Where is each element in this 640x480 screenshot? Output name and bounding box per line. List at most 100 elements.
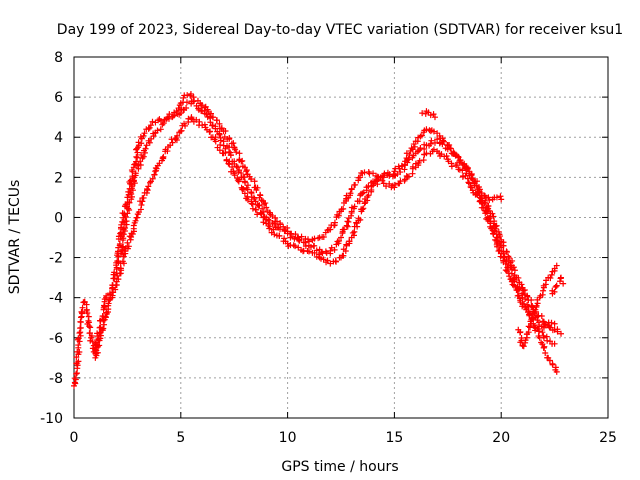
data-point (459, 167, 466, 174)
data-point (222, 149, 229, 156)
data-point (383, 183, 390, 190)
data-point (233, 149, 240, 156)
data-point (281, 226, 288, 233)
data-point (178, 127, 185, 134)
data-point (157, 126, 164, 133)
chart-title: Day 199 of 2023, Sidereal Day-to-day VTE… (57, 22, 623, 38)
data-point (222, 127, 229, 134)
data-point (140, 194, 147, 201)
data-point (122, 218, 129, 225)
data-point (508, 278, 515, 285)
data-point (115, 276, 122, 283)
data-point (519, 303, 526, 310)
data-point (553, 262, 560, 269)
data-point (418, 132, 425, 139)
x-axis-label: GPS time / hours (281, 459, 398, 475)
data-point (75, 342, 82, 349)
data-point (551, 320, 558, 327)
data-point (291, 235, 298, 242)
data-point (552, 284, 559, 290)
data-point (405, 156, 412, 163)
data-point (142, 145, 149, 152)
data-point (129, 187, 136, 194)
data-point (532, 306, 539, 313)
data-point (257, 192, 264, 199)
data-point (217, 137, 224, 144)
data-point (406, 152, 413, 159)
data-point (492, 236, 499, 243)
data-point (471, 182, 478, 189)
data-point (271, 220, 278, 227)
data-point (348, 185, 355, 192)
data-point (263, 204, 270, 211)
data-point (140, 132, 147, 139)
data-point (115, 253, 122, 260)
data-point (497, 253, 504, 260)
data-point (339, 252, 346, 259)
data-point (440, 137, 447, 144)
data-point (84, 309, 91, 316)
data-point (477, 195, 484, 202)
data-point (405, 173, 412, 180)
data-point (193, 116, 200, 123)
data-point (145, 183, 152, 190)
data-point (401, 166, 408, 173)
data-point (248, 189, 255, 196)
data-point (119, 258, 126, 265)
data-point (238, 158, 245, 165)
y-tick-label: -8 (49, 371, 63, 387)
data-point (234, 177, 241, 184)
data-point (327, 247, 334, 254)
data-point (146, 124, 153, 131)
data-point (244, 186, 251, 193)
data-point (135, 139, 142, 146)
data-point (88, 334, 95, 341)
data-point (160, 153, 167, 160)
data-point (381, 170, 388, 177)
data-point (552, 364, 559, 371)
data-point (212, 138, 219, 145)
data-point (133, 153, 140, 160)
data-point (227, 151, 234, 158)
data-point (122, 224, 129, 231)
data-point (430, 146, 437, 153)
data-point (479, 200, 486, 207)
data-point (121, 248, 128, 255)
data-point (336, 237, 343, 244)
data-point (465, 179, 472, 186)
data-point (496, 247, 503, 254)
data-point (213, 117, 220, 124)
data-point (311, 242, 318, 249)
data-point (427, 140, 434, 147)
data-point (420, 129, 427, 136)
data-point (484, 208, 491, 215)
data-point (183, 105, 190, 112)
data-point (497, 242, 504, 249)
data-point (509, 281, 516, 288)
data-point (431, 114, 438, 121)
data-point (203, 111, 210, 118)
data-point (184, 92, 191, 99)
data-point (331, 246, 338, 253)
data-point (420, 157, 427, 164)
data-point (311, 249, 318, 256)
data-point (538, 313, 545, 320)
data-point (467, 183, 474, 190)
y-tick-label: -2 (49, 251, 63, 267)
y-axis-label: SDTVAR / TECUs (7, 180, 23, 295)
data-point (296, 237, 303, 244)
data-point (235, 169, 242, 176)
data-point (551, 340, 558, 347)
data-point (233, 163, 240, 170)
data-point (132, 217, 139, 224)
y-tick-label: 8 (54, 50, 63, 66)
data-point (493, 194, 500, 201)
data-point (124, 239, 131, 246)
data-point (551, 288, 558, 295)
data-point (463, 164, 470, 171)
y-tick-label: 2 (54, 170, 63, 186)
data-point (386, 180, 393, 187)
data-point (455, 154, 462, 161)
data-point (77, 325, 84, 332)
